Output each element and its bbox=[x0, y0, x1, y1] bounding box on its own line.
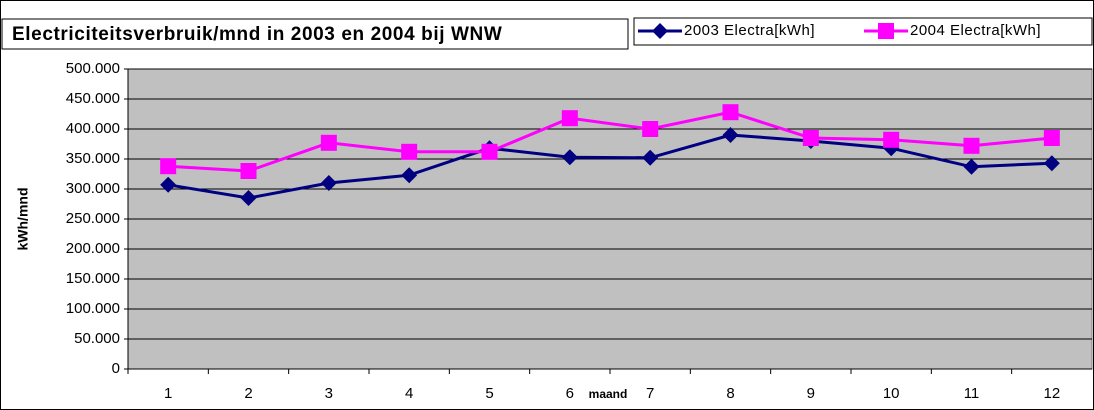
point bbox=[1043, 155, 1060, 172]
y-axis-label: kWh/mnd bbox=[15, 188, 31, 251]
y-tick-label: 500.000 bbox=[66, 60, 120, 77]
x-tick-label: 5 bbox=[485, 385, 493, 402]
x-tick-label: 10 bbox=[883, 385, 900, 402]
legend-box bbox=[633, 17, 1093, 46]
x-tick-label: 1 bbox=[164, 385, 172, 402]
point bbox=[963, 137, 980, 154]
y-tick-label: 100.000 bbox=[66, 300, 120, 317]
point bbox=[802, 130, 819, 146]
y-tick-label: 300.000 bbox=[66, 180, 120, 197]
point bbox=[1043, 130, 1060, 146]
point bbox=[561, 149, 578, 166]
point bbox=[401, 167, 418, 184]
point bbox=[481, 143, 498, 160]
x-axis-label: maand bbox=[589, 387, 628, 401]
title-box bbox=[1, 18, 629, 50]
legend-marker bbox=[652, 23, 668, 39]
x-tick-label: 3 bbox=[325, 385, 333, 402]
y-tick-label: 200.000 bbox=[66, 240, 120, 257]
point bbox=[642, 149, 659, 166]
y-tick-label: 400.000 bbox=[66, 120, 120, 137]
legend-label: 2003 Electra[kWh] bbox=[684, 22, 815, 39]
series-line bbox=[168, 110, 1052, 173]
point bbox=[722, 104, 739, 121]
point bbox=[160, 158, 177, 175]
y-tick-label: 150.000 bbox=[66, 270, 120, 287]
x-tick-label: 12 bbox=[1043, 385, 1060, 402]
point bbox=[240, 163, 257, 179]
x-tick-label: 11 bbox=[964, 385, 980, 402]
point bbox=[320, 175, 337, 191]
x-tick-label: 7 bbox=[646, 385, 654, 402]
x-tick-label: 4 bbox=[405, 385, 413, 402]
chart-title: Electriciteitsverbruik/mnd in 2003 en 20… bbox=[12, 24, 502, 45]
point bbox=[320, 134, 337, 151]
series-line bbox=[167, 133, 1052, 200]
legend-label: 2004 Electra[kWh] bbox=[910, 22, 1041, 39]
y-tick-label: 350.000 bbox=[66, 150, 120, 167]
point bbox=[883, 131, 900, 148]
point bbox=[642, 121, 659, 137]
legend-marker bbox=[878, 23, 894, 39]
y-tick-label: 450.000 bbox=[66, 90, 120, 107]
y-tick-label: 250.000 bbox=[66, 210, 120, 227]
point bbox=[160, 176, 177, 193]
point bbox=[963, 158, 980, 175]
point bbox=[401, 143, 418, 160]
y-tick-label: 0 bbox=[112, 360, 120, 377]
x-tick-label: 9 bbox=[807, 385, 815, 402]
x-tick-label: 6 bbox=[566, 385, 574, 402]
x-tick-label: 2 bbox=[244, 385, 252, 402]
point bbox=[240, 190, 257, 206]
x-tick-label: 8 bbox=[726, 385, 734, 402]
point bbox=[722, 127, 739, 143]
point bbox=[561, 110, 578, 127]
y-tick-label: 50.000 bbox=[74, 330, 120, 347]
